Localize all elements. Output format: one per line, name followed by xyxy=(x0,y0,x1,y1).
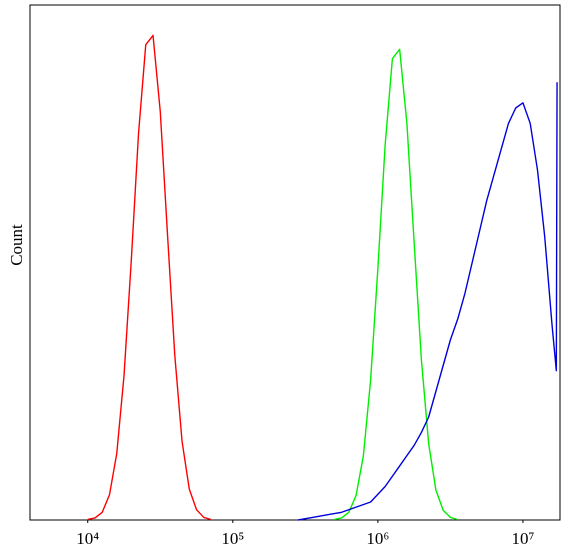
x-tick-label: 10⁷ xyxy=(511,529,534,548)
histogram-line xyxy=(297,82,558,521)
histogram-line xyxy=(87,34,212,521)
x-tick-label: 10⁴ xyxy=(76,529,99,548)
y-axis-label: Count xyxy=(7,224,26,266)
x-tick-label: 10⁵ xyxy=(221,529,244,548)
plot-frame xyxy=(29,4,561,521)
x-tick-label: 10⁶ xyxy=(366,529,389,548)
histogram-line xyxy=(334,48,458,521)
